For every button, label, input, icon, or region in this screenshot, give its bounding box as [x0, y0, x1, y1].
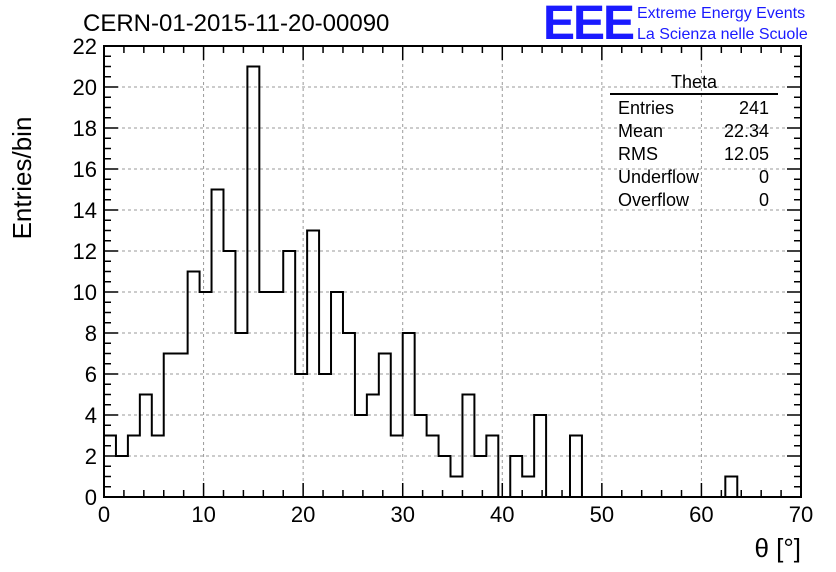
x-tick-label: 70 [789, 502, 813, 527]
stats-title: Theta [610, 72, 778, 95]
stats-value: 0 [758, 190, 769, 210]
logo-caption: Extreme Energy Events La Scienza nelle S… [637, 3, 808, 45]
y-tick-label: 6 [85, 362, 97, 387]
y-tick-label: 10 [73, 280, 97, 305]
y-tick-label: 14 [73, 198, 97, 223]
stats-row-mean: Mean 22.34 [610, 120, 778, 143]
x-tick-label: 50 [590, 502, 614, 527]
y-tick-label: 18 [73, 116, 97, 141]
x-tick-label: 30 [390, 502, 414, 527]
y-tick-label: 22 [73, 34, 97, 59]
x-tick-label: 40 [490, 502, 514, 527]
y-tick-labels: 0 2 4 6 8 10 12 14 16 18 20 22 [73, 34, 97, 510]
stats-value: 0 [758, 167, 769, 187]
chart-title: CERN-01-2015-11-20-00090 [83, 10, 390, 37]
x-tick-label: 10 [191, 502, 215, 527]
x-tick-label: 60 [689, 502, 713, 527]
stats-row-overflow: Overflow 0 [610, 189, 778, 212]
x-tick-label: 20 [291, 502, 315, 527]
y-tick-label: 8 [85, 321, 97, 346]
y-tick-label: 4 [85, 403, 97, 428]
y-tick-label: 16 [73, 157, 97, 182]
stats-label: Underflow [618, 167, 700, 187]
stats-label: RMS [618, 144, 658, 164]
axis-ticks [103, 45, 802, 498]
y-tick-label: 20 [73, 75, 97, 100]
stats-row-entries: Entries 241 [610, 97, 778, 120]
stats-label: Entries [618, 98, 675, 118]
stats-value: 241 [738, 98, 769, 118]
y-tick-label: 12 [73, 239, 97, 264]
stats-row-rms: RMS 12.05 [610, 143, 778, 166]
x-tick-label: 0 [98, 502, 110, 527]
y-tick-label: 0 [85, 485, 97, 510]
logo-caption-line-1: Extreme Energy Events [637, 5, 806, 22]
stats-label: Overflow [618, 190, 690, 210]
stats-box: Theta Entries 241 Mean 22.34 RMS 12.05 Unde… [610, 72, 778, 212]
stats-value: 12.05 [723, 144, 769, 164]
x-tick-labels: 0 10 20 30 40 50 60 70 [98, 502, 813, 527]
stats-row-underflow: Underflow 0 [610, 166, 778, 189]
eee-logo: EEE [543, 0, 635, 50]
stats-label: Mean [618, 121, 664, 141]
y-axis-label: Entries/bin [7, 117, 37, 240]
y-tick-label: 2 [85, 444, 97, 469]
x-axis-label: θ [°] [754, 533, 801, 563]
logo-caption-line-2: La Scienza nelle Scuole [637, 26, 808, 43]
stats-value: 22.34 [723, 121, 769, 141]
grid-lines [104, 46, 801, 497]
